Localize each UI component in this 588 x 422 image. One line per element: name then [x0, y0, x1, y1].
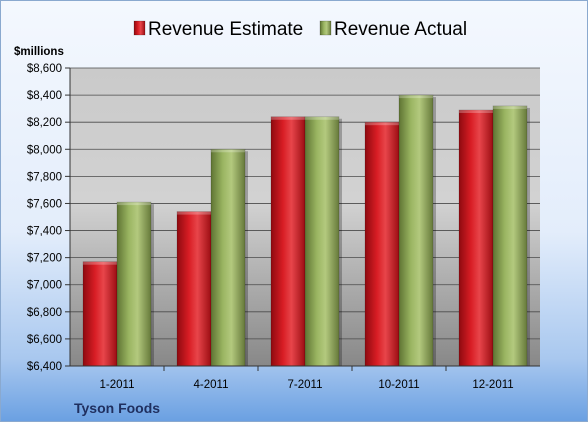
bar-revenue-estimate	[458, 109, 494, 367]
bar-highlight	[211, 149, 245, 153]
x-tick-label: 4-2011	[194, 379, 229, 391]
bar-revenue-actual	[492, 105, 528, 367]
legend: Revenue Estimate Revenue Actual	[133, 19, 467, 40]
y-tick-label: $8,200	[27, 117, 62, 129]
bar-highlight	[493, 105, 527, 109]
bar-highlight	[271, 116, 305, 120]
bar-revenue-estimate	[176, 211, 212, 367]
y-tick-label: $8,000	[27, 144, 62, 156]
bar-revenue-estimate	[364, 121, 400, 367]
x-tick-label: 7-2011	[288, 379, 323, 391]
x-tick-label: 1-2011	[100, 379, 135, 391]
y-tick-label: $8,400	[27, 90, 62, 102]
bar-revenue-actual	[210, 148, 246, 367]
bar-revenue-actual	[398, 94, 434, 367]
bar-highlight	[177, 211, 211, 215]
y-tick-label: $7,800	[27, 171, 62, 183]
bar-highlight	[83, 261, 117, 265]
y-tick-label: $6,600	[27, 334, 62, 346]
bar-revenue-estimate	[270, 116, 306, 367]
legend-label: Revenue Estimate	[148, 19, 303, 40]
legend-swatch	[319, 20, 332, 36]
bar-highlight	[459, 109, 493, 113]
bar-revenue-actual	[116, 201, 152, 367]
unit-label: $millions	[14, 46, 64, 58]
axes: $6,400 $6,600 $6,800 $7,000 $7,200 $7,400 $7,6…	[27, 63, 540, 391]
y-tick-label: $7,200	[27, 253, 62, 265]
bar-highlight	[117, 202, 151, 206]
bar-highlight	[305, 116, 339, 120]
y-tick-label: $7,400	[27, 226, 62, 238]
bar-revenue-estimate	[82, 261, 118, 367]
bars	[82, 94, 530, 367]
y-tick-label: $6,400	[27, 361, 62, 373]
bar-revenue-actual	[304, 116, 340, 367]
legend-swatch	[133, 20, 146, 36]
x-tick-label: 10-2011	[378, 379, 419, 391]
chart-caption: Tyson Foods	[74, 400, 160, 416]
y-tick-label: $7,600	[27, 198, 62, 210]
y-tick-label: $7,000	[27, 280, 62, 292]
legend-label: Revenue Actual	[334, 19, 467, 40]
bar-highlight	[365, 122, 399, 126]
x-tick-label: 12-2011	[472, 379, 513, 391]
bar-highlight	[399, 95, 433, 99]
y-tick-label: $8,600	[27, 63, 62, 75]
y-tick-label: $6,800	[27, 307, 62, 319]
